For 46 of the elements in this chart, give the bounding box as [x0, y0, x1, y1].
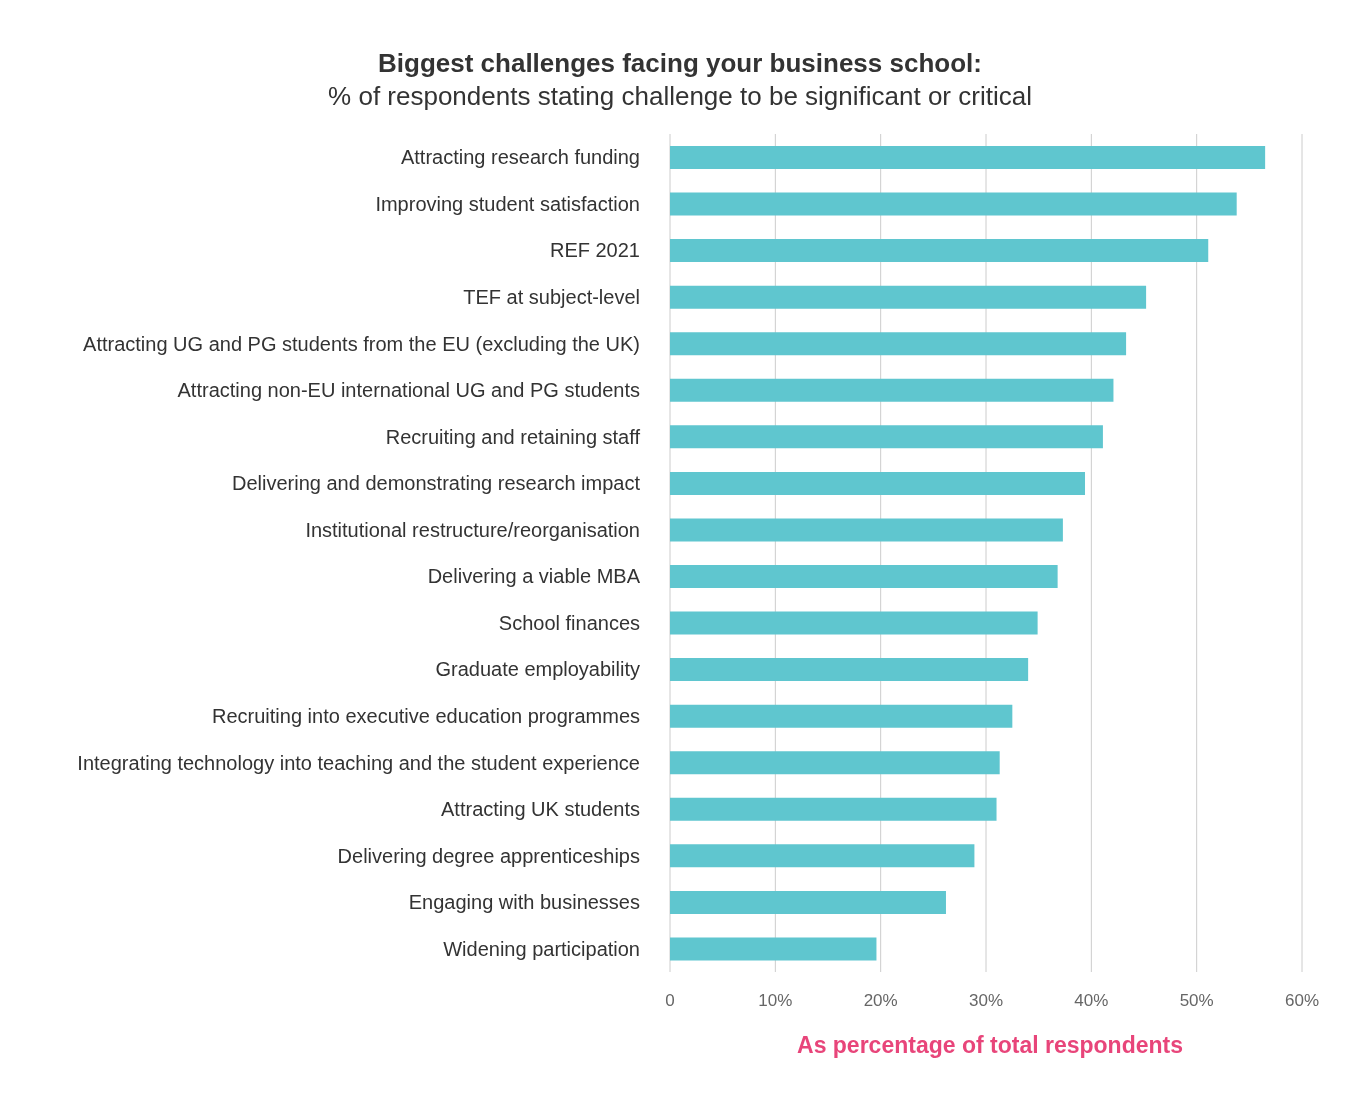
y-tick-label: Improving student satisfaction	[375, 192, 640, 215]
bar	[670, 239, 1209, 263]
bar	[670, 285, 1147, 309]
bar	[670, 937, 877, 961]
bar	[670, 471, 1086, 495]
bar	[670, 751, 1000, 775]
x-tick-label: 30%	[968, 991, 1004, 1011]
bar	[670, 611, 1038, 635]
y-tick-label: Attracting non-EU international UG and PG students	[177, 379, 640, 402]
y-tick-label: Attracting research funding	[400, 146, 640, 169]
y-tick-label: Attracting UG and PG students from the EU (excluding the UK)	[83, 332, 640, 355]
x-tick-label: 40%	[1074, 991, 1109, 1011]
bar	[670, 797, 997, 821]
y-tick-label: Institutional restructure/reorganisation	[305, 518, 640, 541]
y-tick-label: TEF at subject-level	[463, 286, 640, 309]
x-axis-title: As percentage of total respondents	[796, 1032, 1184, 1060]
bar	[670, 658, 1029, 682]
x-tick-label: 0	[665, 991, 675, 1011]
y-tick-label: Delivering a viable MBA	[427, 565, 641, 588]
bar	[670, 565, 1058, 588]
y-tick-label: Delivering degree apprenticeships	[337, 844, 640, 867]
chart-title: Biggest challenges facing your business school:	[377, 48, 983, 79]
x-tick-label: 60%	[1284, 991, 1320, 1011]
y-tick-label: Widening participation	[443, 937, 640, 960]
y-tick-label: Graduate employability	[435, 658, 640, 681]
bar	[670, 518, 1063, 542]
bar	[670, 844, 975, 868]
y-tick-label: Recruiting and retaining staff	[385, 425, 641, 448]
y-tick-label: Recruiting into executive education programmes	[212, 705, 640, 728]
bar	[670, 425, 1103, 449]
bar	[670, 890, 946, 914]
y-tick-label: Engaging with businesses	[408, 891, 640, 914]
y-tick-label: Delivering and demonstrating research impact	[232, 472, 641, 495]
bar	[670, 704, 1013, 728]
bar	[670, 146, 1266, 169]
bar	[670, 192, 1237, 216]
x-tick-label: 50%	[1179, 991, 1214, 1011]
y-tick-label: Attracting UK students	[441, 798, 640, 821]
chart-subtitle: % of respondents stating challenge to be significant or critical	[327, 81, 1033, 112]
y-tick-label: School finances	[498, 611, 640, 634]
x-tick-label: 20%	[863, 991, 898, 1011]
y-tick-label: Integrating technology into teaching and the student experience	[77, 751, 640, 774]
y-tick-label: REF 2021	[549, 239, 640, 262]
bar	[670, 332, 1127, 356]
bar	[670, 378, 1114, 402]
x-tick-label: 10%	[758, 991, 793, 1011]
